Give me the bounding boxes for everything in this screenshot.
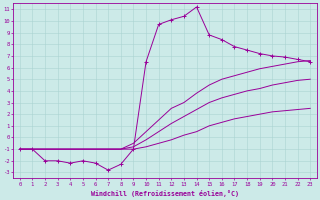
X-axis label: Windchill (Refroidissement éolien,°C): Windchill (Refroidissement éolien,°C) [91, 190, 239, 197]
